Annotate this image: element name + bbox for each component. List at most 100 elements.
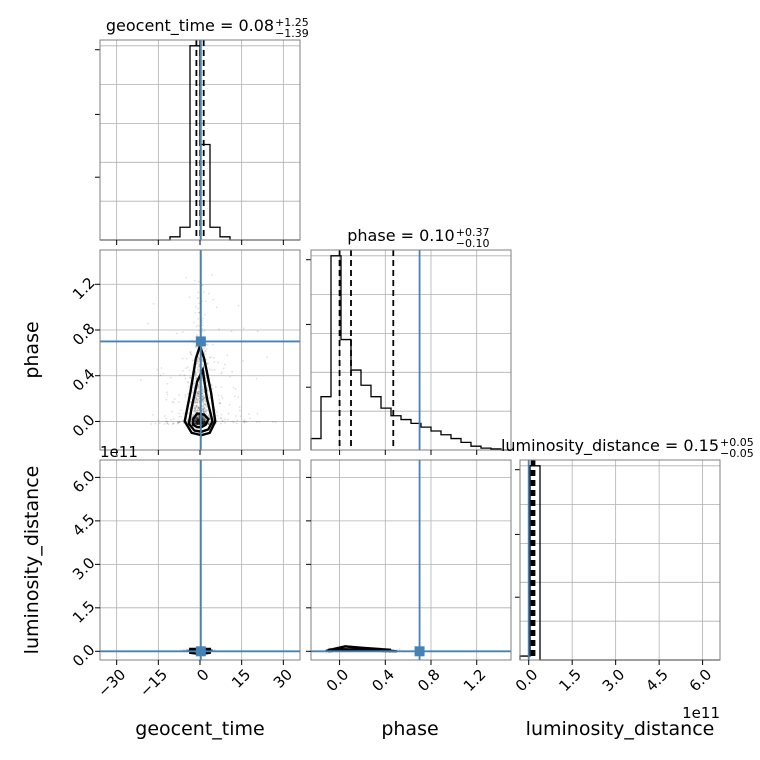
sample-dot — [196, 396, 198, 398]
sample-dot — [196, 422, 199, 424]
sample-dot — [172, 401, 175, 404]
sample-dot — [232, 421, 235, 424]
sample-dot — [204, 418, 206, 421]
sample-dot — [197, 420, 200, 422]
sample-dot — [274, 421, 277, 424]
sample-dot — [202, 422, 204, 425]
sample-dot — [182, 421, 185, 424]
sample-dot — [196, 423, 198, 426]
sample-dot — [204, 419, 207, 421]
sample-dot — [237, 396, 240, 398]
sample-dot — [202, 317, 205, 320]
sample-dot — [201, 421, 204, 424]
sample-dot — [203, 396, 206, 398]
sample-dot — [201, 420, 204, 423]
sample-dot — [226, 418, 229, 421]
sample-dot — [203, 421, 206, 423]
sample-dot — [186, 419, 189, 422]
sample-dot — [196, 387, 199, 390]
sample-dot — [189, 401, 192, 403]
sample-dot — [191, 359, 194, 362]
sample-dot — [202, 416, 205, 419]
density-contour-2 — [183, 342, 217, 437]
y-tick-label: 3.0 — [69, 554, 99, 584]
sample-dot — [196, 392, 199, 395]
sample-dot — [182, 369, 184, 372]
sample-dot — [197, 422, 199, 425]
sample-dot — [166, 393, 169, 396]
sample-dot — [195, 406, 198, 409]
sample-dot — [194, 420, 197, 422]
sample-dot — [202, 418, 204, 420]
sample-dot — [195, 423, 197, 426]
sample-dot — [192, 383, 195, 386]
sample-dot — [193, 401, 196, 404]
sample-dot — [202, 408, 204, 411]
x-tick-label: 0.0 — [512, 666, 542, 696]
sample-dot — [198, 414, 201, 417]
sample-dot — [183, 374, 186, 377]
sample-dot — [197, 307, 200, 310]
sample-dot — [196, 401, 199, 404]
sample-dot — [201, 422, 204, 425]
sample-dot — [203, 421, 206, 424]
sample-dot — [196, 423, 199, 425]
sample-dot — [196, 419, 199, 422]
sample-dot — [195, 421, 197, 424]
x-tick-label: −30 — [94, 666, 129, 701]
sample-dot — [202, 396, 205, 399]
sample-dot — [195, 420, 197, 423]
sample-dot — [198, 417, 200, 420]
sample-dot — [189, 353, 192, 355]
scatter-panel-geocent_time-vs-phase: 0.0 0.4 0.8 1.2 — [69, 249, 301, 455]
sample-dot — [195, 377, 198, 380]
sample-dot — [150, 423, 153, 425]
sample-dot — [205, 348, 208, 351]
sample-dot — [194, 407, 196, 410]
sample-dot — [198, 406, 201, 409]
sample-dot — [201, 423, 204, 426]
truth-marker — [195, 646, 206, 657]
y-tick-label: 0.0 — [69, 641, 99, 671]
sample-dot — [202, 420, 205, 423]
sample-dot — [196, 417, 199, 420]
sample-dot — [196, 416, 199, 419]
sample-dot — [202, 422, 205, 424]
sample-dot — [197, 417, 200, 420]
sample-dot — [196, 419, 199, 422]
sample-dot — [197, 416, 200, 419]
sample-dot — [194, 305, 197, 308]
sample-dot — [196, 417, 199, 420]
sample-dot — [195, 418, 198, 421]
sample-dot — [196, 423, 199, 426]
sample-dot — [195, 422, 198, 425]
sample-dot — [196, 419, 198, 421]
sample-dot — [198, 421, 201, 424]
sample-dot — [194, 418, 197, 420]
sample-dot — [190, 421, 192, 424]
sample-dot — [197, 384, 200, 387]
sample-dot — [194, 422, 197, 425]
sample-dot — [203, 407, 206, 410]
sample-dot — [227, 412, 230, 415]
sample-dot — [206, 388, 209, 391]
sample-dot — [202, 420, 204, 423]
axis-labels: geocent_time phase luminosity_distancephas… — [21, 321, 714, 740]
sample-dot — [202, 422, 205, 425]
sample-dot — [203, 403, 206, 406]
sample-dot — [196, 409, 199, 412]
sample-dot — [197, 419, 200, 422]
sample-dot — [156, 368, 159, 371]
sample-dot — [201, 328, 204, 330]
sample-dot — [201, 284, 204, 287]
sample-dot — [223, 363, 226, 366]
sample-dot — [192, 410, 195, 413]
sample-dot — [197, 418, 200, 420]
sample-dot — [213, 361, 215, 363]
sample-dot — [195, 409, 198, 412]
sample-dot — [204, 300, 207, 303]
sample-dot — [203, 416, 205, 419]
sample-dot — [181, 331, 184, 333]
sample-dot — [202, 398, 205, 400]
sample-dot — [201, 398, 204, 401]
